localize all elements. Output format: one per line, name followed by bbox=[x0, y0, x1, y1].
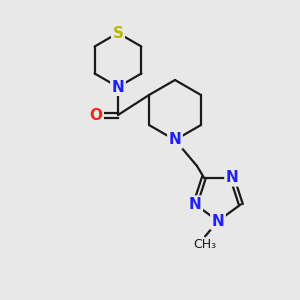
Text: O: O bbox=[89, 107, 103, 122]
Text: N: N bbox=[112, 80, 124, 94]
Text: N: N bbox=[212, 214, 224, 229]
Text: N: N bbox=[169, 133, 182, 148]
Text: N: N bbox=[226, 170, 238, 185]
Text: CH₃: CH₃ bbox=[194, 238, 217, 251]
Text: S: S bbox=[112, 26, 124, 40]
Text: N: N bbox=[189, 197, 202, 212]
